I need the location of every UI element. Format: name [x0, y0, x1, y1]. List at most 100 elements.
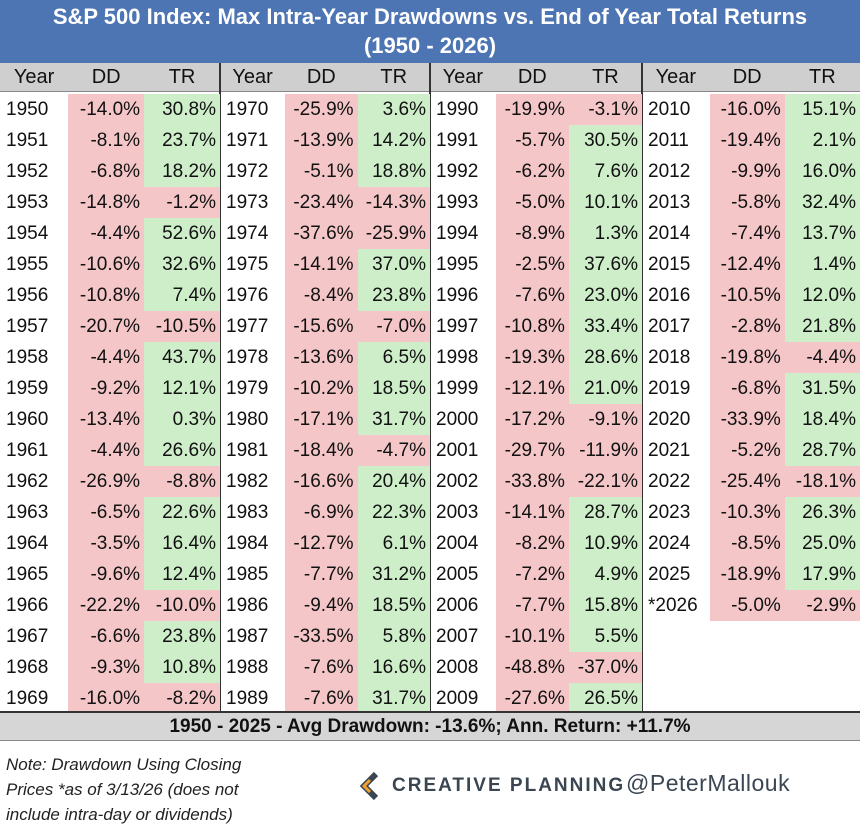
year-cell: 2007: [436, 626, 479, 647]
total-return-cell: -22.1%: [568, 466, 642, 497]
total-return-cell: 16.4%: [144, 528, 220, 559]
drawdown-cell: -10.2%: [285, 373, 358, 404]
year-cell: 1987: [226, 626, 269, 647]
header-year: Year: [232, 66, 273, 88]
drawdown-cell: -8.5%: [709, 528, 785, 559]
total-return-cell: 12.4%: [144, 559, 220, 590]
year-cell: 1989: [226, 688, 269, 709]
drawdown-cell: -5.7%: [495, 125, 569, 156]
drawdown-cell: -6.9%: [285, 497, 358, 528]
block-divider: [219, 63, 221, 711]
drawdown-cell: -6.8%: [68, 156, 145, 187]
total-return-cell: 18.5%: [357, 373, 430, 404]
total-return-cell: 13.7%: [784, 218, 860, 249]
total-return-cell: 7.6%: [568, 156, 642, 187]
header-year: Year: [13, 66, 55, 88]
year-cell: 1988: [226, 657, 269, 678]
total-return-cell: 14.2%: [357, 125, 430, 156]
total-return-cell: 30.5%: [568, 125, 642, 156]
drawdown-cell: -23.4%: [285, 187, 358, 218]
drawdown-cell: -18.4%: [285, 435, 358, 466]
logo-text: CREATIVE PLANNING: [392, 775, 626, 796]
total-return-cell: 21.0%: [568, 373, 642, 404]
year-cell: 2015: [648, 254, 691, 275]
drawdown-cell: -4.4%: [68, 435, 145, 466]
total-return-cell: 22.3%: [357, 497, 430, 528]
year-cell: 1970: [226, 99, 269, 120]
total-return-cell: -10.5%: [144, 311, 220, 342]
total-return-cell: -8.8%: [144, 466, 220, 497]
drawdown-cell: -4.4%: [68, 218, 145, 249]
year-cell: 1963: [6, 502, 49, 523]
drawdown-cell: -37.6%: [285, 218, 358, 249]
year-cell: 1953: [6, 192, 49, 213]
total-return-cell: 30.8%: [144, 94, 220, 125]
total-return-cell: 23.7%: [144, 125, 220, 156]
year-cell: 1982: [226, 471, 269, 492]
total-return-cell: -18.1%: [784, 466, 860, 497]
year-cell: 1980: [226, 409, 269, 430]
total-return-cell: 1.3%: [568, 218, 642, 249]
total-return-cell: 26.5%: [568, 683, 642, 714]
drawdown-cell: -14.1%: [495, 497, 569, 528]
year-cell: 2000: [436, 409, 479, 430]
drawdown-cell: -7.7%: [495, 590, 569, 621]
year-cell: 1991: [436, 130, 479, 151]
total-return-cell: 6.1%: [357, 528, 430, 559]
year-cell: 1952: [6, 161, 49, 182]
chart-title: S&P 500 Index: Max Intra-Year Drawdowns …: [0, 0, 860, 63]
year-cell: 2021: [648, 440, 691, 461]
year-cell: 1968: [6, 657, 49, 678]
author-handle: @PeterMallouk: [626, 770, 791, 796]
total-return-cell: 7.4%: [144, 280, 220, 311]
year-cell: 1990: [436, 99, 479, 120]
year-cell: 2011: [648, 130, 689, 151]
total-return-cell: -14.3%: [357, 187, 430, 218]
total-return-cell: 10.1%: [568, 187, 642, 218]
year-cell: 1997: [436, 316, 479, 337]
total-return-cell: -3.1%: [568, 94, 642, 125]
total-return-cell: -4.7%: [357, 435, 430, 466]
total-return-cell: -8.2%: [144, 683, 220, 714]
drawdown-cell: -19.9%: [495, 94, 569, 125]
total-return-cell: 17.9%: [784, 559, 860, 590]
drawdown-cell: -8.4%: [285, 280, 358, 311]
block-divider: [641, 63, 643, 711]
total-return-cell: 18.2%: [144, 156, 220, 187]
drawdown-cell: -48.8%: [495, 652, 569, 683]
drawdown-cell: -13.6%: [285, 342, 358, 373]
header-year: Year: [442, 66, 484, 88]
drawdown-cell: -10.8%: [68, 280, 145, 311]
total-return-cell: 5.5%: [568, 621, 642, 652]
total-return-cell: -1.2%: [144, 187, 220, 218]
drawdown-cell: -10.6%: [68, 249, 145, 280]
drawdown-cell: -26.9%: [68, 466, 145, 497]
year-cell: 1961: [6, 440, 49, 461]
year-cell: 2016: [648, 285, 691, 306]
year-cell: 1971: [226, 130, 269, 151]
drawdown-cell: -9.9%: [709, 156, 785, 187]
drawdown-cell: -14.1%: [285, 249, 358, 280]
drawdown-cell: -27.6%: [495, 683, 569, 714]
total-return-cell: 20.4%: [357, 466, 430, 497]
total-return-cell: -4.4%: [784, 342, 860, 373]
year-cell: 1978: [226, 347, 269, 368]
drawdown-cell: -33.5%: [285, 621, 358, 652]
year-cell: 1956: [6, 285, 49, 306]
drawdown-cell: -9.4%: [285, 590, 358, 621]
year-cell: 1977: [226, 316, 269, 337]
total-return-cell: 23.8%: [144, 621, 220, 652]
total-return-cell: 16.0%: [784, 156, 860, 187]
total-return-cell: 31.5%: [784, 373, 860, 404]
header-tr: TR: [380, 66, 408, 88]
total-return-cell: 3.6%: [357, 94, 430, 125]
year-cell: 1954: [6, 223, 49, 244]
drawdown-cell: -8.2%: [495, 528, 569, 559]
year-cell: 1974: [226, 223, 269, 244]
total-return-cell: 18.4%: [784, 404, 860, 435]
year-cell: 1995: [436, 254, 479, 275]
drawdown-cell: -18.9%: [709, 559, 785, 590]
total-return-cell: 2.1%: [784, 125, 860, 156]
header-year: Year: [655, 66, 696, 88]
drawdown-cell: -4.4%: [68, 342, 145, 373]
